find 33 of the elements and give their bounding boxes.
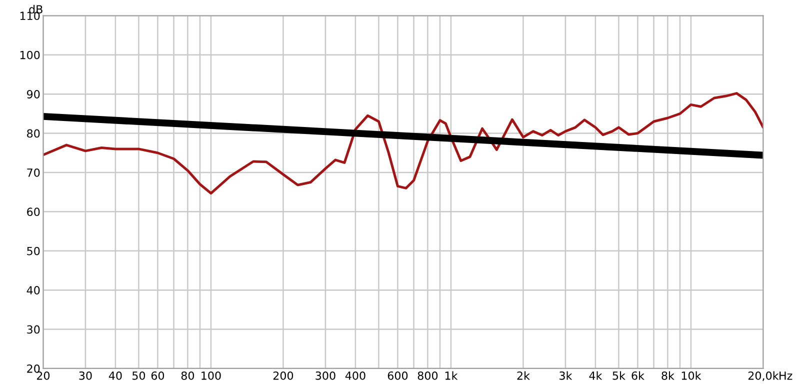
x-tick-label: 20 [36, 371, 50, 380]
x-tick-label: 60 [151, 371, 164, 380]
x-tick-label: 10k [682, 371, 702, 380]
x-tick-label: 40 [108, 371, 122, 380]
x-tick-label: 50 [132, 371, 146, 380]
y-tick-label: 50 [27, 246, 40, 256]
x-tick-label: 3k [560, 371, 572, 380]
x-axis-title: Hz [780, 372, 792, 380]
y-tick-label: 20 [27, 364, 40, 373]
x-tick-label: 20,0k [748, 371, 779, 381]
x-tick-label: 200 [273, 371, 294, 380]
y-tick-label: 90 [26, 90, 40, 98]
y-tick-label: 110 [20, 12, 40, 20]
x-tick-label: 2k [517, 371, 530, 380]
x-tick-label: 4k [589, 371, 602, 380]
y-axis-title: dB [29, 4, 42, 14]
y-tick-label: 60 [27, 208, 40, 216]
x-tick-label: 800 [418, 371, 438, 380]
y-tick-label: 100 [20, 50, 40, 60]
x-tick-label: 1k [445, 371, 458, 380]
x-tick-label: 300 [316, 371, 336, 380]
x-tick-label: 30 [79, 371, 92, 380]
x-tick-label: 400 [345, 371, 366, 380]
x-tick-label: 100 [202, 371, 221, 380]
x-tick-label: 80 [181, 371, 194, 380]
y-tick-label: 30 [27, 325, 40, 334]
x-tick-label: 8k [662, 371, 674, 380]
y-tick-label: 40 [26, 286, 40, 294]
x-tick-label: 5k [612, 371, 626, 380]
y-tick-label: 70 [27, 168, 40, 177]
x-tick-label: 6k [632, 371, 644, 380]
y-tick-label: 80 [27, 129, 40, 138]
x-tick-label: 600 [388, 371, 408, 380]
